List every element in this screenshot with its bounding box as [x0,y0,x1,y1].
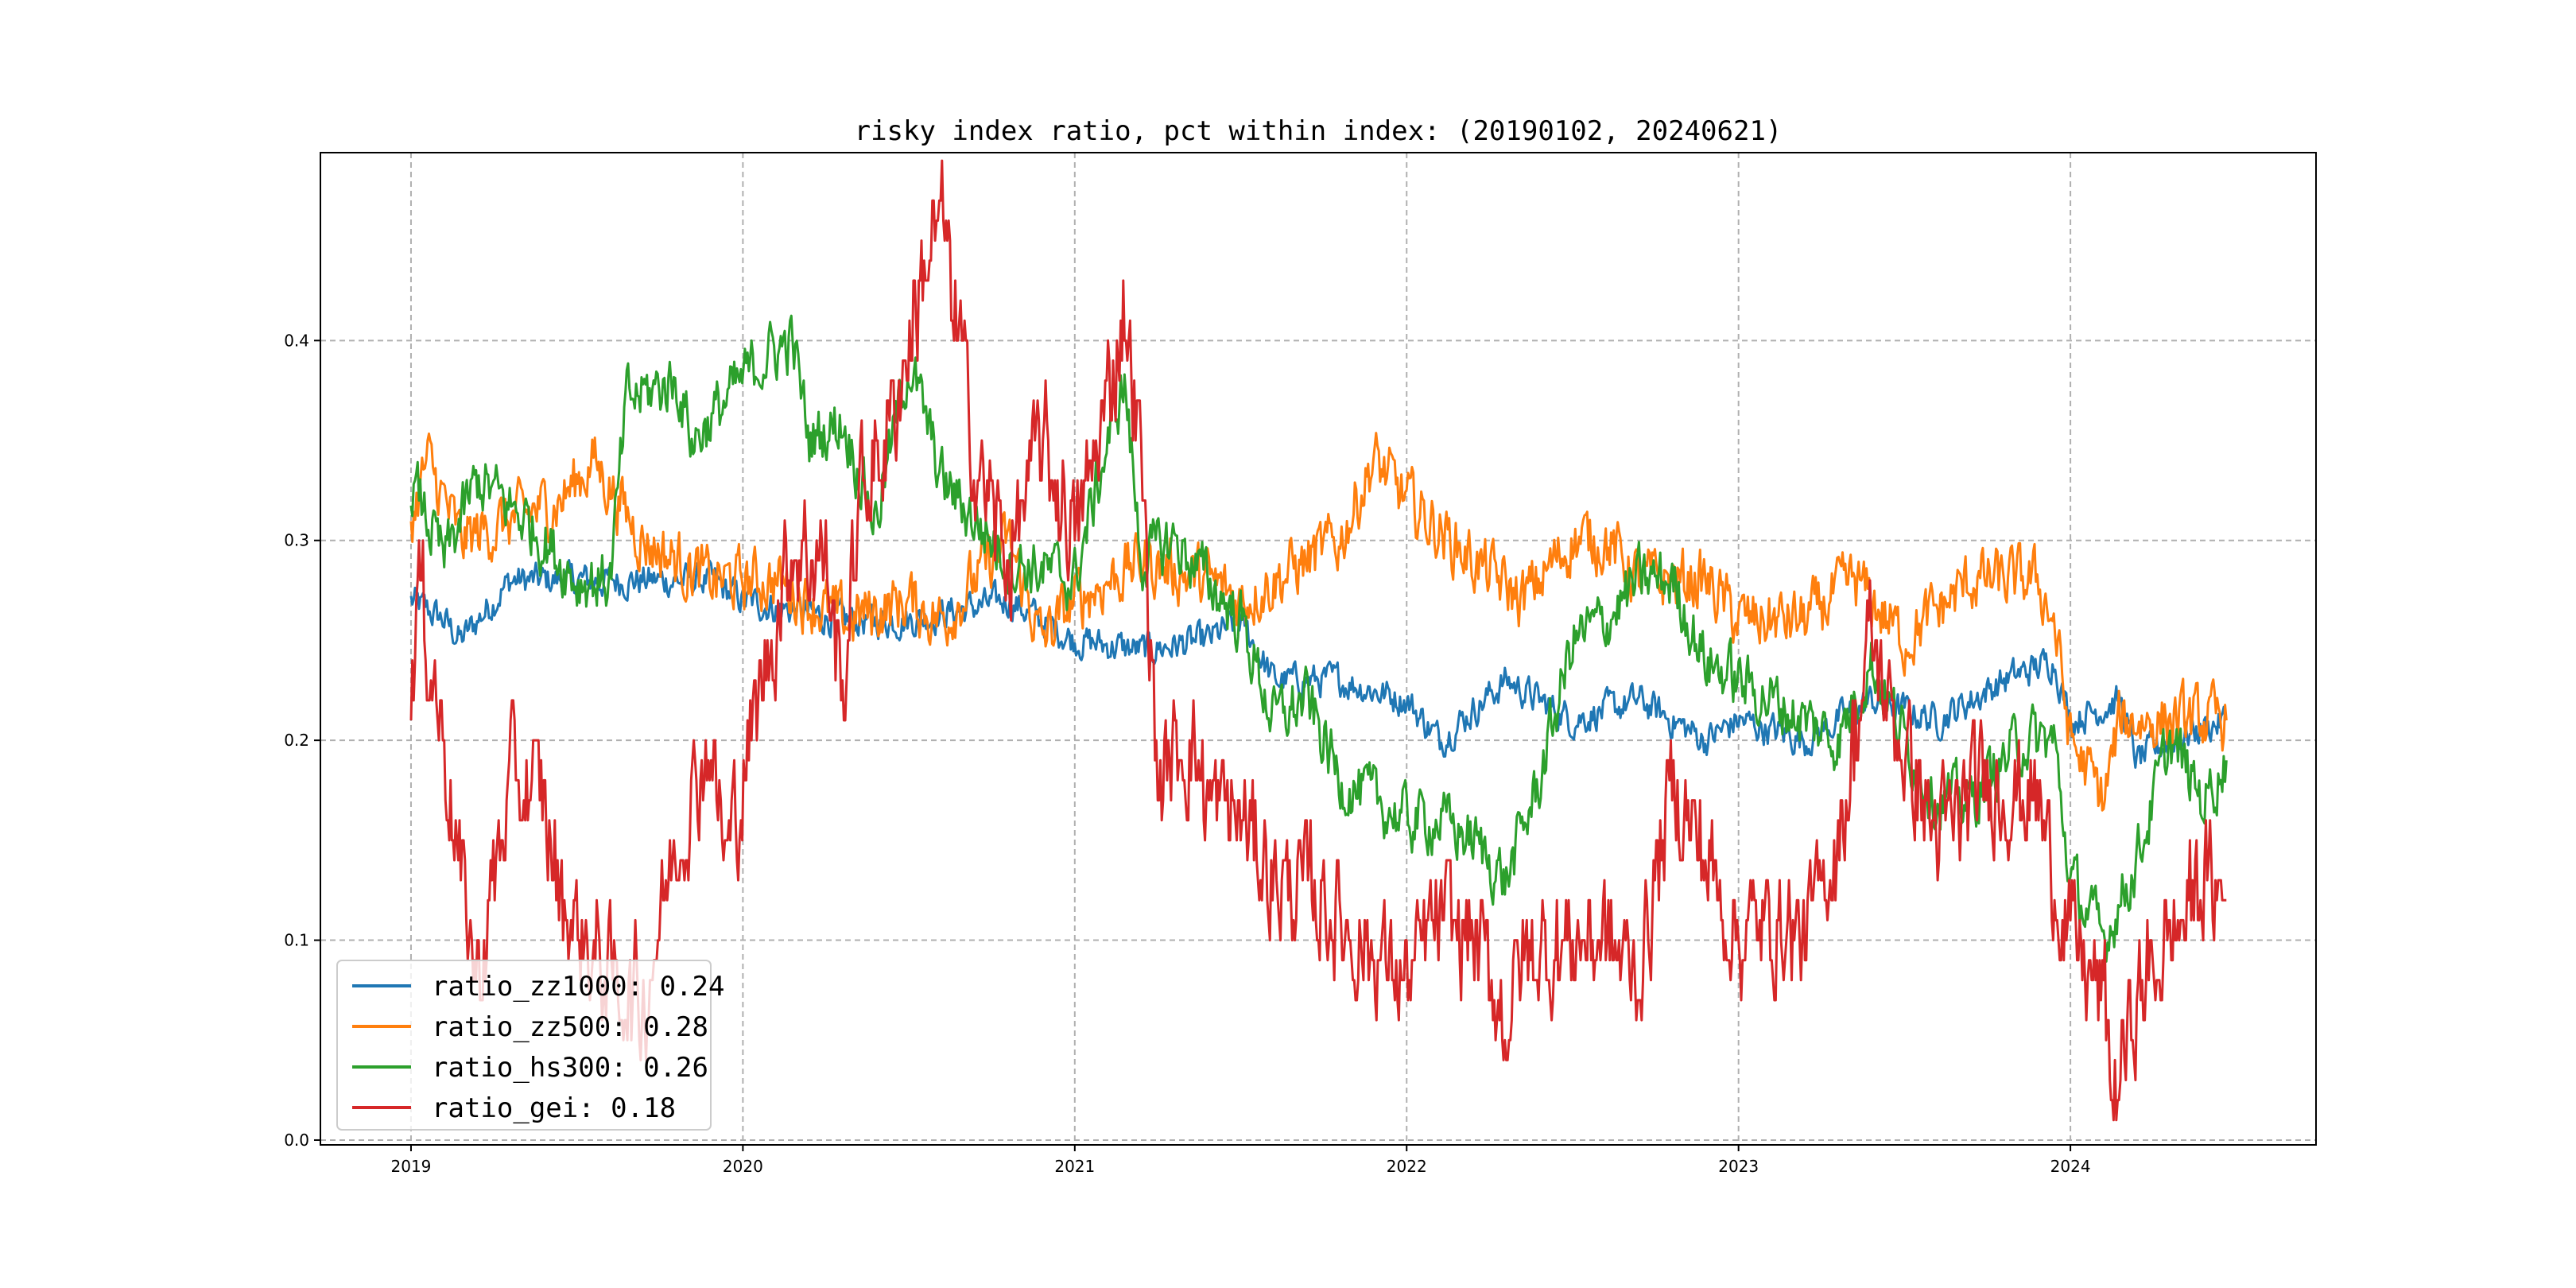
y-tick-label: 0.0 [284,1131,309,1150]
x-tick-label: 2019 [391,1157,432,1176]
series-line-ratio-zz500 [409,432,2228,812]
legend-label: ratio_hs300: 0.26 [432,1052,708,1084]
grid [320,153,2316,1145]
plot-frame [320,152,2317,1146]
x-tick-label: 2024 [2050,1157,2091,1176]
legend-box [336,960,712,1131]
x-tick-label: 2020 [723,1157,763,1176]
legend: ratio_zz1000: 0.24 ratio_zz500: 0.28 ratio… [336,960,724,1131]
legend-label: ratio_gei: 0.18 [432,1092,676,1124]
legend-label: ratio_zz1000: 0.24 [432,971,724,1003]
legend-label: ratio_zz500: 0.28 [432,1011,708,1043]
series-lines [409,159,2228,1122]
x-tick-label: 2023 [1718,1157,1759,1176]
chart-title: risky index ratio, pct within index: (20… [855,115,1783,147]
y-tick-label: 0.1 [284,931,309,950]
series-line-ratio-gei [409,159,2227,1122]
y-tick-label: 0.2 [284,731,309,750]
y-tick-label: 0.3 [284,531,309,550]
axis-ticks: 2019 2020 2021 2022 2023 2024 0.0 0.1 0.2 0.3 0.4 [284,331,2090,1176]
x-tick-label: 2021 [1054,1157,1095,1176]
y-tick-label: 0.4 [284,331,309,350]
x-tick-label: 2022 [1387,1157,1427,1176]
series-line-ratio-hs300 [409,314,2228,963]
